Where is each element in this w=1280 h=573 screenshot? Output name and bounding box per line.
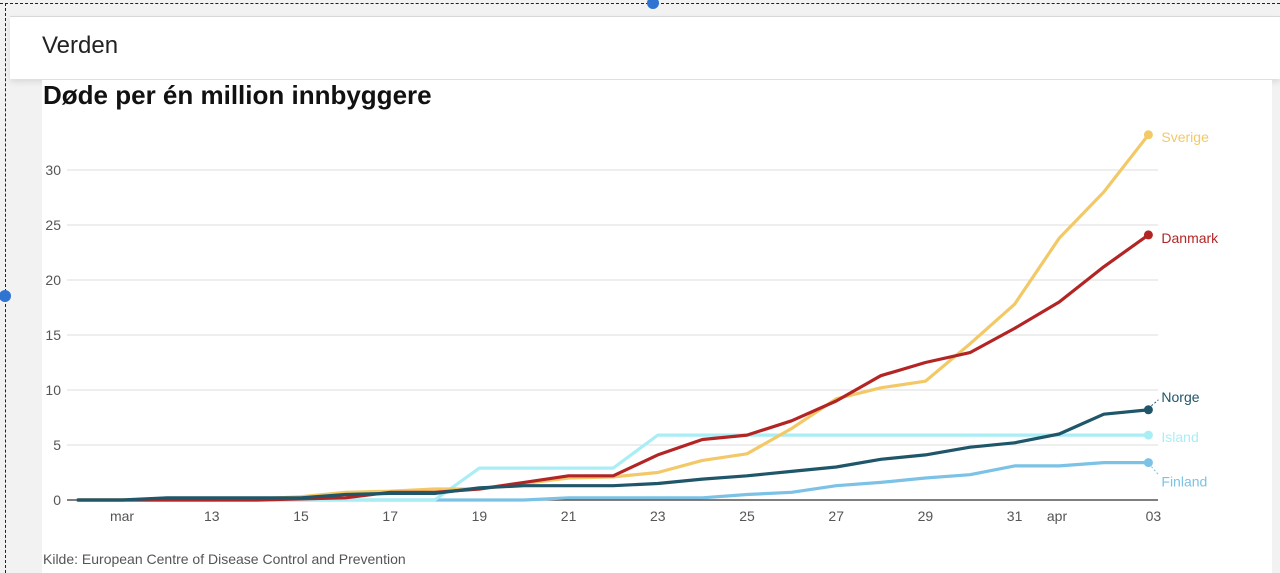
- series-label-norge: Norge: [1161, 389, 1199, 405]
- series-leader-norge: [1151, 399, 1159, 407]
- page-title: Verden: [42, 32, 119, 59]
- x-tick-label: 23: [650, 508, 666, 524]
- source-note: Kilde: European Centre of Disease Contro…: [43, 551, 406, 567]
- series-label-danmark: Danmark: [1161, 230, 1219, 246]
- x-tick-label: apr: [1047, 508, 1068, 524]
- x-tick-label: 27: [828, 508, 844, 524]
- series-endpoint-norge: [1143, 405, 1153, 415]
- resize-handle-left[interactable]: [0, 290, 11, 302]
- x-tick-label: 21: [561, 508, 577, 524]
- x-tick-label: mar: [110, 508, 134, 524]
- x-tick-label: 17: [382, 508, 398, 524]
- y-tick-label: 25: [45, 217, 61, 233]
- y-tick-label: 15: [45, 327, 61, 343]
- y-tick-label: 0: [53, 492, 61, 508]
- y-tick-label: 30: [45, 162, 61, 178]
- x-tick-label: 15: [293, 508, 309, 524]
- y-tick-label: 10: [45, 382, 61, 398]
- y-tick-label: 5: [53, 437, 61, 453]
- series-line-norge: [76, 408, 1151, 502]
- x-tick-label: 29: [918, 508, 934, 524]
- line-chart: 0 5 10 15 20 25 30 mar 13 15 17 19 21 23 25 27 29 31 apr 03…: [45, 129, 1219, 524]
- series-line-danmark: [76, 233, 1151, 502]
- selection-border-left: [5, 3, 6, 573]
- series-endpoint-sverige: [1143, 130, 1153, 140]
- x-tick-label: 19: [472, 508, 488, 524]
- chart-card: 0 5 10 15 20 25 30 mar 13 15 17 19 21 23 25 27 29 31 apr 03…: [42, 80, 1272, 573]
- series-leader-finland: [1151, 466, 1159, 475]
- resize-handle-top[interactable]: [647, 0, 659, 9]
- header-card: Verden: [10, 16, 1280, 79]
- y-tick-label: 20: [45, 272, 61, 288]
- x-tick-label: 25: [739, 508, 755, 524]
- series-endpoint-danmark: [1143, 230, 1153, 240]
- series-label-finland: Finland: [1161, 474, 1207, 490]
- x-tick-label: 13: [204, 508, 220, 524]
- chart-title: Døde per én million innbyggere: [43, 80, 432, 110]
- selection-border-top: [0, 3, 1280, 4]
- series-endpoint-finland: [1143, 458, 1153, 468]
- series-label-island: Island: [1161, 429, 1198, 445]
- x-tick-label: 03: [1146, 508, 1162, 524]
- series-label-sverige: Sverige: [1161, 129, 1209, 145]
- series-endpoint-island: [1143, 430, 1153, 440]
- x-tick-label: 31: [1007, 508, 1023, 524]
